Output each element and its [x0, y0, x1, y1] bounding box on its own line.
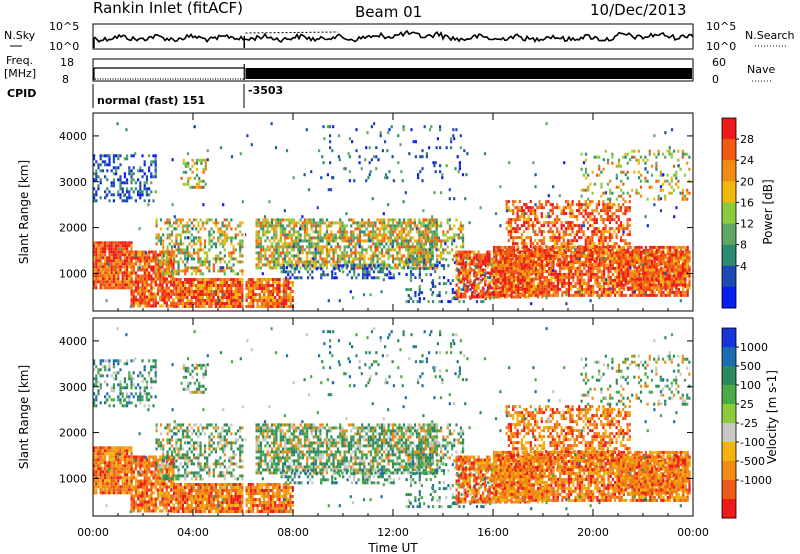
x-axis-label: Time UT: [367, 541, 418, 554]
velocity-colorbar-label: Velocity [m s-1]: [765, 370, 779, 464]
velocity-data-cells: [93, 318, 691, 516]
noise-left-tick-top: 10^5: [49, 20, 79, 33]
colorbar-tick-label: -100: [740, 436, 765, 449]
y-tick-label: 2000: [59, 222, 87, 235]
freq-left-tick-top: 18: [60, 56, 74, 69]
cpid-segment-2: -3503: [248, 84, 283, 97]
noise-sky-trace: [92, 29, 694, 48]
colorbar-segment: [722, 328, 736, 348]
x-tick-label: 00:00: [77, 526, 109, 539]
freq-left-tick-bottom: 8: [62, 73, 69, 86]
colorbar-tick-label: 20: [740, 175, 754, 188]
colorbar-tick-label: -1000: [740, 474, 772, 487]
colorbar-segment: [722, 423, 736, 443]
colorbar-segment: [722, 480, 736, 500]
x-tick-label: 00:00: [677, 526, 709, 539]
power-y-ticks: 1000 2000 3000 4000: [59, 130, 693, 280]
colorbar-tick-label: 16: [740, 196, 754, 209]
colorbar-segment: [722, 442, 736, 462]
colorbar-segment: [722, 461, 736, 481]
colorbar-tick-label: -25: [740, 417, 758, 430]
colorbar-segment: [722, 160, 736, 182]
colorbar-segment: [722, 244, 736, 267]
colorbar-tick-label: 4: [740, 260, 747, 273]
colorbar-segment: [722, 347, 736, 367]
colorbar-tick-label: 28: [740, 133, 754, 146]
noise-sky-label: N.Sky: [4, 29, 36, 42]
colorbar-segment: [722, 202, 736, 225]
noise-search-label: N.Search: [745, 29, 795, 42]
velocity-y-label: Slant Range [km]: [17, 365, 31, 469]
beam-label: Beam 01: [355, 3, 422, 21]
colorbar-tick-label: 24: [740, 154, 754, 167]
x-tick-label: 16:00: [477, 526, 509, 539]
colorbar-segment: [722, 404, 736, 424]
colorbar-tick-label: 12: [740, 218, 754, 231]
colorbar-segment: [722, 223, 736, 246]
y-tick-label: 1000: [59, 472, 87, 485]
freq-right-tick-top: 60: [712, 56, 726, 69]
colorbar-segment: [722, 385, 736, 405]
power-panel: 1000 2000 3000 4000 Slant Range [km] 28 24 20…: [17, 112, 775, 312]
cpid-label: CPID: [7, 87, 36, 100]
colorbar-segment: [722, 139, 736, 161]
velocity-colorbar: 1000 500 100 25 -25 -100 -500 -1000: [721, 327, 772, 519]
colorbar-tick-label: -500: [740, 455, 765, 468]
x-axis-ticks: 00:00 04:00 08:00 12:00 16:00 20:00 00:00: [77, 113, 709, 539]
noise-left-tick-bottom: 10^0: [49, 40, 79, 53]
x-tick-label: 12:00: [377, 526, 409, 539]
colorbar-tick-label: 100: [740, 379, 761, 392]
y-tick-label: 1000: [59, 267, 87, 280]
y-tick-label: 4000: [59, 130, 87, 143]
y-tick-label: 4000: [59, 335, 87, 348]
y-tick-label: 3000: [59, 176, 87, 189]
colorbar-tick-label: 25: [740, 398, 754, 411]
colorbar-tick-label: 1000: [740, 341, 768, 354]
colorbar-segment: [722, 366, 736, 386]
freq-panel-frame: [92, 58, 694, 82]
station-title: Rankin Inlet (fitACF): [93, 0, 243, 17]
noise-panel: N.Sky 10^5 10^0 10^5 10^0 N.Search: [4, 20, 795, 53]
colorbar-segment: [722, 265, 736, 288]
noise-right-tick-bottom: 10^0: [706, 40, 736, 53]
freq-panel: Freq. [MHz] 18 8 60 0 Nave: [4, 54, 775, 86]
x-tick-label: 20:00: [577, 526, 609, 539]
freq-unit-label: [MHz]: [4, 67, 36, 80]
freq-label: Freq.: [6, 54, 33, 67]
colorbar-segment: [722, 181, 736, 203]
colorbar-segment: [722, 118, 736, 140]
nave-label: Nave: [747, 63, 775, 76]
power-data-cells: [93, 113, 691, 311]
x-tick-label: 08:00: [277, 526, 309, 539]
freq-trace: [93, 64, 692, 80]
power-y-label: Slant Range [km]: [17, 160, 31, 264]
power-colorbar-label: Power [dB]: [761, 179, 775, 244]
power-colorbar: 28 24 20 16 12 8 4: [721, 117, 754, 309]
y-tick-label: 2000: [59, 427, 87, 440]
freq-right-tick-bottom: 0: [712, 73, 719, 86]
noise-search-trace: [245, 31, 339, 34]
cpid-segment-1: normal (fast) 151: [97, 94, 205, 107]
velocity-panel: 1000 2000 3000 4000 Slant Range [km] 1000 50…: [17, 317, 779, 519]
x-tick-label: 04:00: [177, 526, 209, 539]
colorbar-tick-label: 8: [740, 239, 747, 252]
velocity-y-ticks: 1000 2000 3000 4000: [59, 335, 693, 485]
colorbar-tick-label: 500: [740, 360, 761, 373]
noise-right-tick-top: 10^5: [706, 20, 736, 33]
y-tick-label: 3000: [59, 381, 87, 394]
date-label: 10/Dec/2013: [590, 1, 686, 19]
colorbar-segment: [722, 286, 736, 309]
colorbar-segment: [722, 499, 736, 519]
cpid-panel: CPID normal (fast) 151 -3503: [7, 84, 283, 108]
